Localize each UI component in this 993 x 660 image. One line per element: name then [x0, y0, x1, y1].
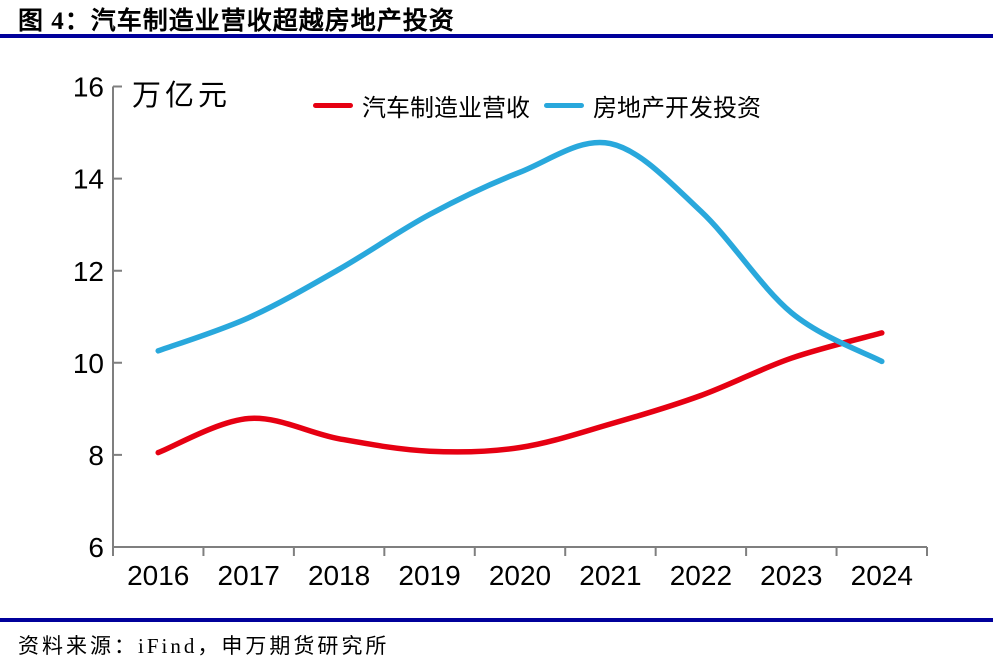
- series-line-1-realestate-investment: [155, 139, 885, 365]
- chart-legend: 汽车制造业营收 房地产开发投资: [313, 88, 761, 123]
- y-tick-label-16: 16: [73, 72, 104, 103]
- x-tick-label-2022: 2022: [670, 560, 732, 591]
- x-tick-label-2017: 2017: [218, 560, 280, 591]
- y-tick-label-14: 14: [73, 164, 104, 195]
- y-axis-unit-label: 万亿元: [132, 80, 232, 112]
- y-tick-label-6: 6: [88, 532, 104, 563]
- series-line-0-auto-revenue: [155, 330, 885, 456]
- x-tick-label-2018: 2018: [308, 560, 370, 591]
- y-tick-label-12: 12: [73, 256, 104, 287]
- chart-canvas: 6 8 10 12 14 16 2016 2017 2018 2019 2020 2021 2022 20…: [73, 72, 928, 591]
- legend-label-auto-revenue: 汽车制造业营收: [362, 95, 530, 122]
- x-tick-label-2020: 2020: [489, 560, 551, 591]
- x-tick-label-2019: 2019: [398, 560, 460, 591]
- footer-rule: [0, 618, 993, 622]
- x-tick-label-2016: 2016: [127, 560, 189, 591]
- y-tick-label-10: 10: [73, 348, 104, 379]
- y-tick-label-8: 8: [88, 440, 104, 471]
- title-rule: [0, 34, 993, 38]
- legend-label-realestate-investment: 房地产开发投资: [593, 95, 761, 122]
- page-title: 图 4：汽车制造业营收超越房地产投资: [18, 8, 455, 35]
- legend-item-realestate-investment[interactable]: 房地产开发投资: [544, 88, 761, 123]
- x-tick-label-2024: 2024: [851, 560, 913, 591]
- legend-swatch-realestate-investment: [544, 103, 584, 108]
- axes: [112, 86, 927, 548]
- source-note: 资料来源：iFind，申万期货研究所: [18, 634, 390, 658]
- x-tick-label-2023: 2023: [760, 560, 822, 591]
- y-axis-ticks: [113, 85, 122, 456]
- x-tick-label-2021: 2021: [579, 560, 641, 591]
- legend-swatch-auto-revenue: [313, 103, 353, 108]
- x-axis-ticks: [112, 547, 928, 556]
- legend-item-auto-revenue[interactable]: 汽车制造业营收: [313, 88, 530, 123]
